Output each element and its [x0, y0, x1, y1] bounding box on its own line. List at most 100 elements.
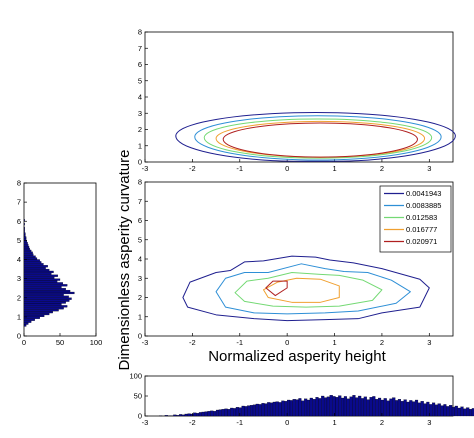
legend-label: 0.012583 [406, 213, 437, 222]
left-histogram-bar [23, 263, 44, 266]
left-histogram-bar [23, 309, 59, 312]
bottom-histogram-bar [204, 411, 208, 417]
bottom-histogram-bar [304, 398, 308, 417]
bottom-histogram-bar [443, 404, 447, 417]
top-x-tick-label: 3 [427, 164, 431, 173]
top-x-tick-label: -1 [236, 164, 243, 173]
left-histogram-bar [23, 270, 54, 274]
bottom-histogram-bar [468, 409, 473, 417]
top-y-tick-label: 4 [138, 93, 142, 102]
left-y-tick-label: 7 [17, 198, 21, 207]
bottom-histogram-bar [306, 399, 311, 417]
left-y-tick-label: 2 [17, 293, 21, 302]
contour-legend: 0.0041943 0.0083885 0.012583 0.016777 0.0209… [379, 185, 452, 253]
bottom-histogram-bar [287, 399, 291, 417]
bottom-histogram-bar [298, 398, 302, 417]
bottom-histogram-bar [184, 413, 188, 417]
left-histogram-bar [23, 234, 26, 237]
top-y-tick-label: 6 [138, 60, 142, 69]
bottom-histogram-bar [360, 398, 365, 417]
bottom-histogram-bar [463, 408, 467, 417]
left-histogram-bar [23, 278, 61, 281]
bottom-histogram-bar [363, 396, 367, 417]
bottom-histogram-bar [252, 404, 257, 417]
bottom-y-tick-label: 0 [138, 412, 142, 421]
bottom-histogram-bar [332, 396, 336, 417]
bottom-histogram-bar [409, 400, 413, 417]
left-histogram-bar [23, 318, 35, 321]
middle-contour-line [215, 263, 411, 315]
top-x-tick-label: 0 [285, 164, 289, 173]
bottom-histogram-bar [355, 397, 359, 417]
y-axis-label: Dimensionless asperity curvature [116, 150, 133, 371]
bottom-histogram-bar [258, 404, 262, 417]
top-contour-line [222, 122, 418, 158]
middle-y-tick-label: 1 [138, 312, 142, 321]
left-y-tick-label: 5 [17, 236, 21, 245]
bottom-histogram-bar [343, 396, 347, 417]
bottom-histogram-bar [190, 413, 194, 417]
middle-y-tick-label: 6 [138, 216, 142, 225]
bottom-histogram-axes: -3 -2 -1 0 1 2 3 0 50 100 [129, 372, 474, 427]
bottom-histogram-bar [352, 395, 356, 417]
bottom-histogram-bar [272, 401, 276, 417]
bottom-histogram-bar [457, 407, 461, 417]
left-x-tick-label: 50 [56, 338, 64, 347]
left-histogram-bar [23, 324, 27, 327]
left-histogram-bar [23, 255, 36, 258]
bottom-histogram-bar [369, 397, 373, 417]
bottom-histogram-bar [309, 397, 313, 417]
left-histogram-bar [23, 311, 53, 314]
bottom-histogram-bar [164, 415, 168, 417]
left-histogram-bar [23, 251, 33, 254]
bottom-histogram-bar [318, 398, 322, 417]
bottom-histogram-bar [358, 395, 362, 417]
top-y-ticks: 0 1 2 3 4 5 6 7 8 [138, 28, 148, 167]
left-histogram-bar [23, 230, 25, 233]
bottom-histogram-bar [224, 408, 228, 417]
left-histogram-bar [23, 301, 66, 304]
left-histogram-bar [23, 244, 29, 247]
left-histogram-axes: 0 50 100 0 1 2 3 4 5 6 7 8 [17, 179, 102, 347]
left-y-tick-label: 8 [17, 179, 21, 188]
left-histogram-bar [23, 293, 64, 296]
bottom-histogram-bar [264, 403, 268, 417]
bottom-histogram-bar [218, 409, 222, 417]
middle-contour-series [182, 255, 430, 322]
bottom-histogram-bar [440, 405, 444, 417]
bottom-y-tick-label: 100 [129, 372, 142, 381]
left-histogram-bar [23, 299, 70, 302]
bottom-histogram-bar [267, 402, 271, 417]
bottom-histogram-bar [173, 414, 177, 417]
left-y-ticks: 0 1 2 3 4 5 6 7 8 [17, 179, 27, 341]
bottom-histogram-bar [423, 403, 427, 417]
left-histogram-bar [23, 261, 42, 264]
top-y-tick-label: 5 [138, 76, 142, 85]
top-y-tick-label: 8 [138, 28, 142, 37]
middle-x-tick-label: 0 [285, 338, 289, 347]
left-histogram-bar [23, 249, 32, 252]
left-y-tick-label: 0 [17, 332, 21, 341]
top-contour-axes: -3 -2 -1 0 1 2 3 0 1 2 3 4 5 6 7 8 [138, 28, 456, 173]
left-histogram-bar [23, 245, 30, 249]
top-y-tick-label: 3 [138, 109, 142, 118]
top-y-tick-label: 2 [138, 125, 142, 134]
bottom-histogram-bar [417, 402, 421, 417]
left-y-tick-label: 3 [17, 274, 21, 283]
left-x-tick-label: 0 [22, 338, 26, 347]
bottom-histogram-bar [196, 413, 200, 417]
bottom-histogram-bar [466, 407, 470, 417]
left-histogram-bar [23, 295, 69, 298]
bottom-histogram-bar [341, 397, 345, 417]
left-histogram-bars [23, 219, 75, 327]
left-y-tick-label: 1 [17, 312, 21, 321]
top-y-tick-label: 1 [138, 141, 142, 150]
bottom-histogram-bar [227, 409, 231, 417]
bottom-histogram-bar [460, 406, 464, 417]
bottom-histogram-bar [323, 397, 328, 417]
left-x-ticks: 0 50 100 [22, 333, 102, 347]
bottom-histogram-bar [210, 410, 214, 417]
middle-y-tick-label: 7 [138, 197, 142, 206]
left-histogram-bar [23, 305, 68, 308]
